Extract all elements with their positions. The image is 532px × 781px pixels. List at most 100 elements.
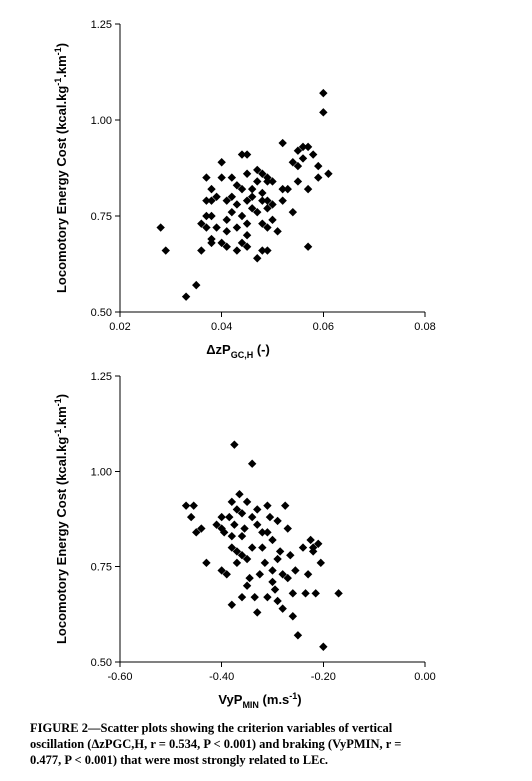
x-tick-label: 0.00 (414, 671, 435, 683)
data-point (227, 173, 237, 182)
data-point (237, 184, 247, 194)
data-point (273, 227, 282, 236)
data-point (263, 246, 272, 255)
data-point (268, 577, 277, 587)
data-point (232, 547, 242, 556)
data-point (263, 177, 272, 186)
data-point (301, 589, 310, 598)
data-point (217, 158, 226, 167)
y-tick-label: 0.75 (91, 211, 112, 223)
data-point (260, 558, 270, 568)
data-point (319, 108, 328, 117)
data-point (202, 173, 211, 182)
data-point (291, 566, 300, 575)
data-point (232, 181, 242, 190)
data-point (283, 524, 292, 533)
y-tick-label: 0.75 (91, 562, 112, 574)
data-point (237, 211, 247, 221)
y-tick-label: 0.50 (91, 307, 112, 319)
data-point (298, 142, 308, 152)
data-point (202, 223, 211, 232)
data-point (319, 88, 328, 98)
data-point (247, 459, 257, 468)
y-tick-label: 0.50 (91, 657, 112, 669)
data-point (197, 246, 206, 255)
data-point (222, 570, 231, 579)
data-point (288, 207, 298, 217)
data-point (227, 531, 237, 541)
data-point (242, 169, 252, 178)
data-point (270, 585, 280, 594)
data-point (227, 207, 237, 217)
data-point (283, 184, 292, 194)
data-point (232, 246, 242, 255)
data-point (181, 292, 191, 301)
data-point (303, 142, 313, 152)
data-point (237, 238, 247, 248)
data-point (235, 490, 244, 499)
data-point (250, 592, 259, 602)
data-point (207, 196, 216, 205)
data-point (253, 505, 262, 514)
data-point (303, 184, 313, 194)
data-point (186, 512, 196, 522)
data-point (222, 196, 231, 205)
data-point (263, 204, 272, 213)
data-point (230, 520, 239, 529)
data-point (278, 196, 287, 205)
scatter-chart-vertical-oscillation: 0.50 0.75 1.00 1.25 0.02 0.04 0.06 0.08 Locomoto… (0, 0, 532, 365)
data-point (232, 505, 242, 514)
data-point (293, 177, 303, 186)
data-point (230, 440, 239, 449)
data-point (258, 169, 267, 178)
data-point (263, 528, 272, 537)
x-tick-label: 0.04 (211, 321, 232, 333)
data-point (263, 592, 272, 602)
data-point (253, 254, 262, 263)
data-point (293, 161, 303, 171)
x-tick-label: 0.02 (109, 321, 130, 333)
data-point (242, 497, 252, 507)
data-point (324, 169, 333, 178)
data-point (197, 524, 206, 533)
data-point (314, 161, 323, 171)
data-point (237, 150, 247, 159)
data-point (227, 497, 237, 507)
data-point (268, 177, 277, 186)
data-point (253, 207, 262, 217)
scatter-chart-braking: 0.50 0.75 1.00 1.25 -0.60 -0.40 -0.20 0.00 Locom… (0, 362, 532, 712)
data-point (298, 543, 308, 552)
data-point (311, 589, 320, 598)
data-point (263, 501, 272, 510)
data-point (268, 215, 277, 225)
data-point (225, 512, 234, 522)
data-point (265, 512, 275, 522)
data-point (222, 227, 231, 236)
scatter-plot-svg: 0.50 0.75 1.00 1.25 0.02 0.04 0.06 0.08 Locomoto… (53, 19, 436, 360)
data-point (303, 570, 313, 579)
data-point (245, 573, 254, 583)
data-point (298, 154, 308, 163)
data-point (197, 219, 206, 228)
data-point (207, 184, 216, 194)
y-tick-label: 1.00 (91, 466, 112, 478)
x-axis-title: VyPMIN (m.s-1) (218, 691, 301, 710)
data-point (217, 512, 226, 522)
data-point (222, 215, 231, 225)
y-tick-label: 1.25 (91, 19, 112, 31)
data-point (278, 570, 287, 579)
data-point (278, 184, 287, 194)
data-point (202, 196, 211, 205)
data-point (253, 608, 262, 617)
data-point (334, 589, 343, 598)
data-point (242, 581, 252, 590)
data-point (273, 554, 282, 564)
data-point (278, 138, 287, 148)
data-point (242, 231, 252, 240)
data-point (268, 566, 277, 575)
data-point (268, 535, 277, 545)
y-axis-title: Locomotory Energy Cost (kcal.kg-1.km-1) (53, 43, 69, 293)
data-point (306, 535, 315, 545)
data-point (263, 196, 272, 205)
data-point (258, 246, 267, 255)
